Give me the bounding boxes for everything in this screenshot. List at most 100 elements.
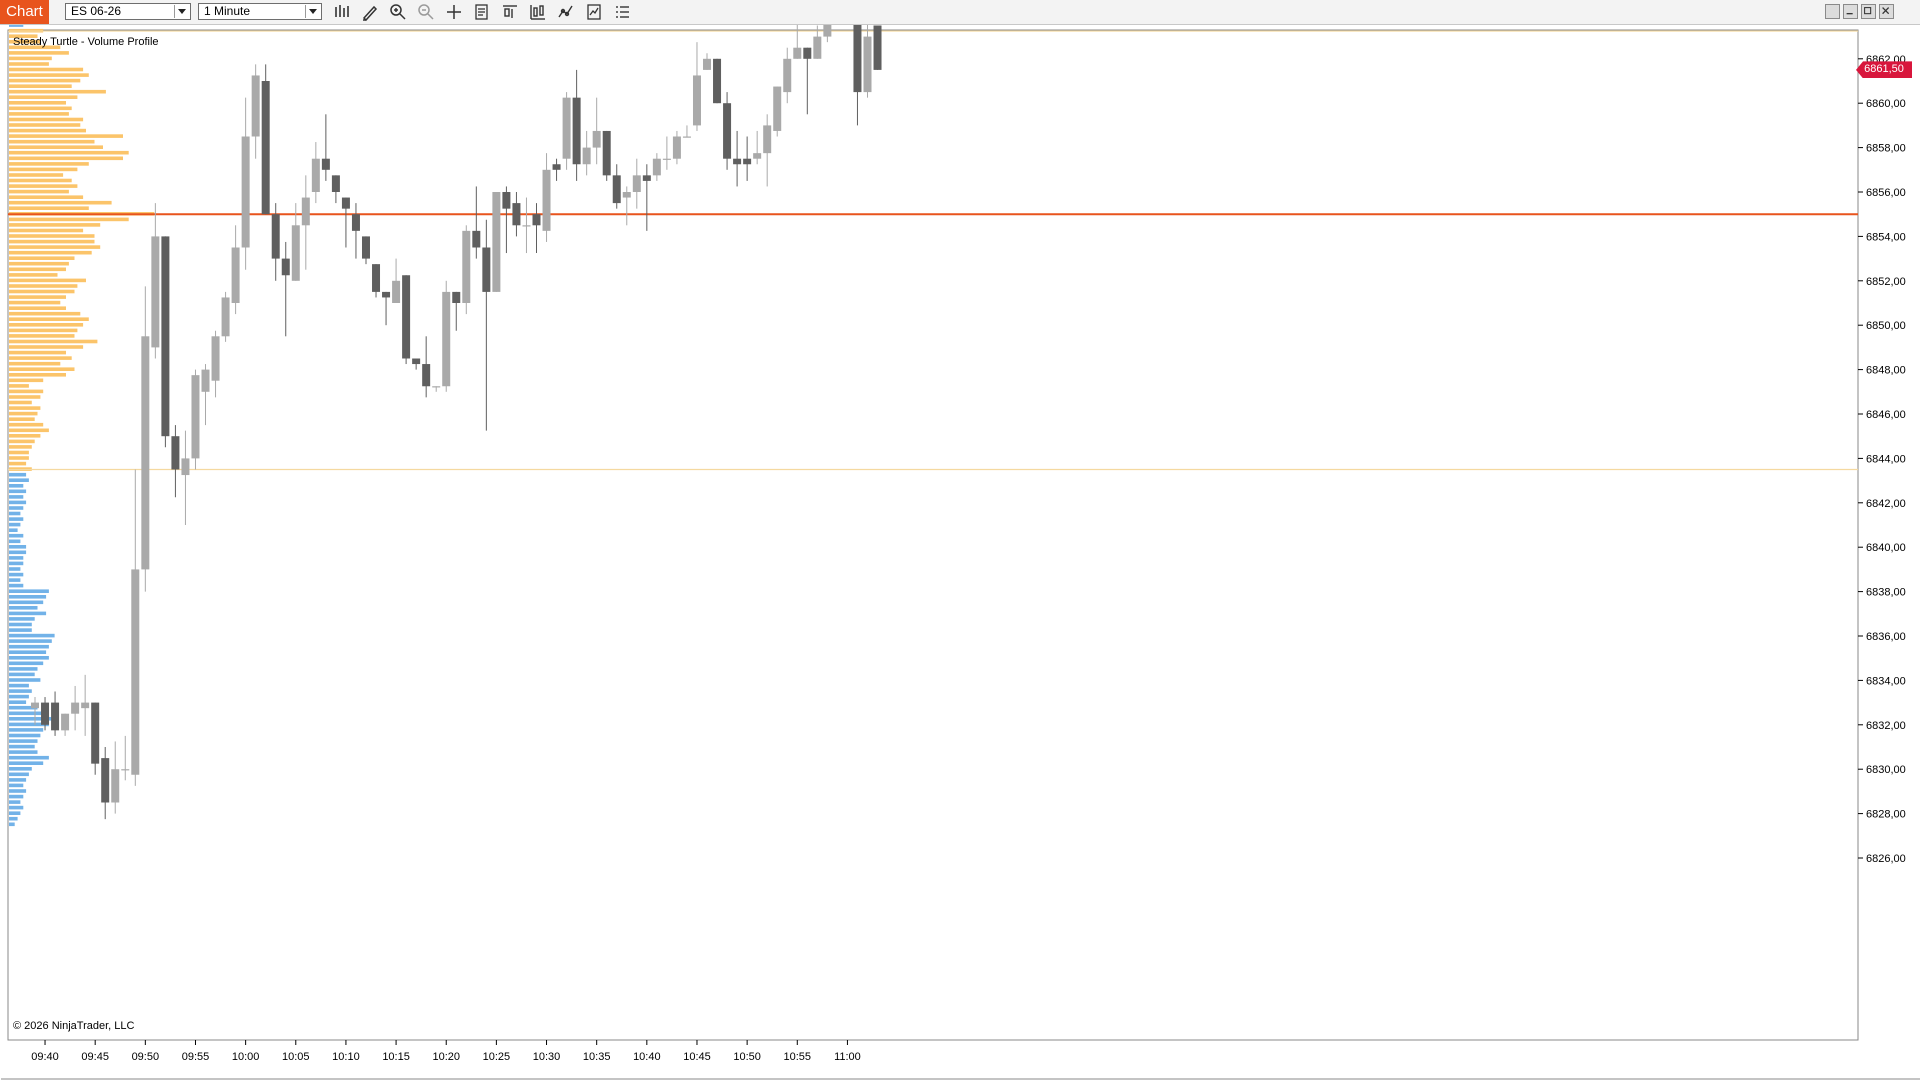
candle-body [462,230,471,303]
candle [562,92,571,170]
chart-tab[interactable]: Chart [0,0,49,24]
candle-body [341,197,350,209]
volume-profile-bar [9,256,75,260]
candle-body [692,75,701,126]
candle [241,97,250,270]
maximize-icon[interactable] [1861,4,1876,19]
chart-trader-icon[interactable] [612,2,632,22]
candle [171,425,180,498]
candle [141,286,150,592]
volume-profile-bar [9,339,98,344]
chart-panel[interactable]: 6870,006868,006866,006864,006862,006860,… [0,25,1920,1080]
crosshair-icon[interactable] [444,2,464,22]
volume-profile-bar [9,84,72,88]
candle-body [763,125,772,154]
y-tick-label: 6840,00 [1866,542,1906,554]
close-icon[interactable] [1879,4,1894,19]
volume-profile-bar [9,728,44,732]
volume-profile-bar [9,656,49,660]
candle [793,25,802,59]
templates-icon[interactable] [500,2,520,22]
candle-body [713,58,722,104]
volume-profile-bar [9,805,24,810]
candle [803,47,812,115]
chevron-down-icon[interactable] [305,5,320,18]
y-tick-label: 6838,00 [1866,587,1906,599]
interval-selector[interactable]: 1 Minute [198,3,322,20]
volume-profile-bar [9,661,44,666]
volume-profile-bar [9,162,89,166]
volume-profile-bar [9,794,24,799]
volume-profile-bar [9,705,38,710]
zoom-in-icon[interactable] [388,2,408,22]
volume-profile-bar [9,506,24,510]
bars-type-icon[interactable] [332,2,352,22]
draw-tool-icon[interactable] [360,2,380,22]
volume-profile-bar [9,683,29,688]
volume-profile-bar [9,317,89,321]
candle [221,291,230,342]
candle-body [582,147,591,165]
candle-body [472,230,481,248]
volume-profile-bar [9,156,123,161]
volume-profile-bar [9,39,41,44]
volume-profile-bar [9,361,61,366]
volume-profile-bar [9,472,27,477]
volume-profile-bar [9,633,55,638]
candle-body [51,702,60,731]
volume-profile-bar [9,217,129,222]
instrument-selector[interactable]: ES 06-26 [65,3,191,20]
properties-icon[interactable] [472,2,492,22]
candle [351,203,360,259]
tile-icon[interactable] [1825,4,1840,19]
candle [713,58,722,104]
volume-profile-bar [9,178,72,183]
volume-profile-bar [9,223,101,227]
candle [682,125,691,138]
strategies-icon[interactable] [528,2,548,22]
volume-profile-bar [9,789,27,793]
candle-body [402,275,411,359]
candle-body [331,175,340,192]
minimize-icon[interactable] [1843,4,1858,19]
interval-value: 1 Minute [204,4,251,18]
x-tick-label: 11:00 [834,1051,861,1063]
candle [231,225,240,315]
candle-body [512,203,521,226]
x-tick-label: 10:05 [282,1051,310,1063]
y-tick-label: 6854,00 [1866,231,1906,243]
volume-profile-bar [9,145,103,149]
volume-profile-bar [9,228,84,233]
candle-body [662,158,671,160]
volume-profile-bar [9,417,35,421]
volume-profile-bar [9,672,35,677]
zoom-out-icon[interactable] [416,2,436,22]
chevron-down-icon[interactable] [174,5,189,18]
volume-profile-bar [9,434,41,438]
volume-profile-bar [9,495,24,499]
volume-profile-bar [9,167,78,172]
candle [783,47,792,104]
candle-body [873,25,882,70]
volume-profile-bar [9,617,35,621]
volume-profile-bar [9,561,24,566]
data-box-icon[interactable] [584,2,604,22]
volume-profile-bar [9,711,44,716]
candle-body [91,702,100,764]
volume-profile-bar [9,445,32,449]
candle [341,197,350,248]
volume-profile-bar [9,589,49,593]
price-chart[interactable]: 6870,006868,006866,006864,006862,006860,… [0,25,1920,1080]
candle-body [522,225,531,227]
y-tick-label: 6828,00 [1866,809,1906,821]
candle-body [532,214,541,226]
candle [652,153,661,181]
candle [622,186,631,226]
candle-body [31,702,39,709]
volume-profile-bar [9,783,24,788]
candle [823,25,832,43]
y-tick-label: 6848,00 [1866,365,1906,377]
candle [181,430,190,525]
candle [41,697,50,731]
indicators-icon[interactable] [556,2,576,22]
